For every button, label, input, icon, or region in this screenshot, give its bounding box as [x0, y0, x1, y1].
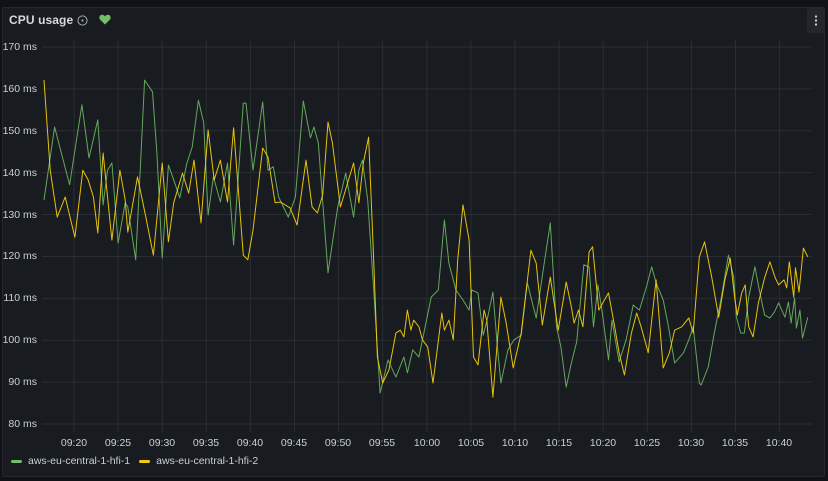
info-circle-icon[interactable] [77, 15, 88, 26]
y-axis-label: 90 ms [8, 376, 37, 388]
legend-swatch [11, 459, 22, 463]
panel-menu-button[interactable] [807, 8, 825, 33]
y-axis-label: 80 ms [8, 418, 37, 430]
x-axis-label: 09:20 [60, 437, 88, 449]
x-axis-label: 09:50 [324, 437, 352, 449]
legend-swatch [139, 459, 151, 463]
y-axis-label: 170 ms [2, 41, 37, 53]
ellipsis-vertical-icon [814, 15, 818, 26]
series-line-hfi-1[interactable] [43, 79, 809, 394]
x-axis-label: 09:55 [368, 437, 396, 449]
legend-item-hfi-2[interactable]: aws-eu-central-1-hfi-2 [139, 454, 258, 468]
x-axis-label: 10:35 [721, 437, 749, 449]
y-axis-label: 120 ms [2, 250, 37, 262]
legend-label: aws-eu-central-1-hfi-1 [28, 455, 131, 467]
grid-lines [42, 40, 812, 432]
legend-item-hfi-1[interactable]: aws-eu-central-1-hfi-1 [11, 454, 130, 468]
x-axis-label: 10:30 [677, 437, 705, 449]
legend-label: aws-eu-central-1-hfi-2 [156, 455, 259, 467]
x-axis-label: 10:25 [633, 437, 661, 449]
x-axis-label: 09:30 [148, 437, 176, 449]
panel-title: CPU usage [9, 13, 74, 27]
y-axis-label: 130 ms [2, 209, 37, 221]
x-axis-label: 10:15 [545, 437, 573, 449]
series-line-hfi-2[interactable] [43, 80, 809, 398]
panel [2, 7, 825, 477]
y-axis-label: 110 ms [3, 292, 37, 304]
y-axis-label: 160 ms [2, 83, 37, 95]
heart-icon [99, 14, 111, 25]
y-axis-label: 140 ms [2, 167, 37, 179]
x-axis-label: 09:40 [236, 437, 264, 449]
x-axis-label: 10:10 [501, 437, 529, 449]
series-lines [43, 79, 809, 398]
x-axis-label: 09:45 [280, 437, 308, 449]
y-axis-label: 100 ms [2, 334, 37, 346]
x-axis-label: 09:35 [192, 437, 220, 449]
x-axis-label: 10:20 [589, 437, 617, 449]
x-axis-label: 10:05 [457, 437, 485, 449]
x-axis-label: 09:25 [104, 437, 132, 449]
x-axis-label: 10:00 [413, 437, 441, 449]
legend: aws-eu-central-1-hfi-1 aws-eu-central-1-… [11, 454, 267, 468]
y-axis-label: 150 ms [2, 125, 37, 137]
x-axis-label: 10:40 [765, 437, 793, 449]
